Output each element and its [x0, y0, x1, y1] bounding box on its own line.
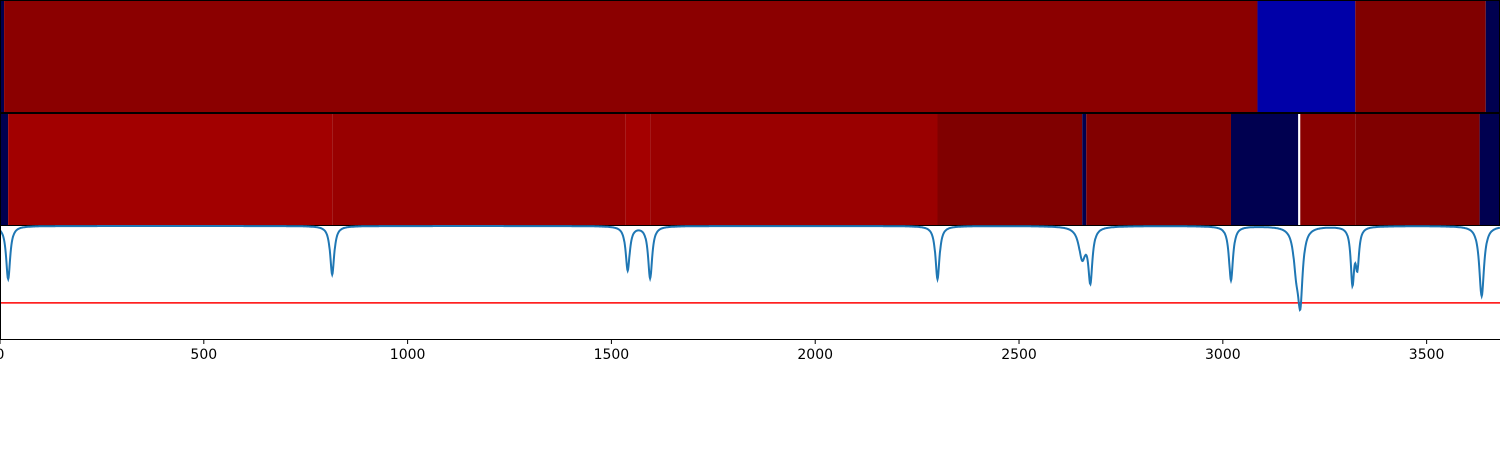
heatmap-cell-2-3: [625, 113, 651, 226]
heatmap-cell-1-0: [0, 0, 5, 113]
x-tick-label-2000: 2000: [797, 347, 833, 363]
x-tick-label-3500: 3500: [1409, 347, 1445, 363]
heatmap-cell-2-5: [937, 113, 1083, 226]
heatmap-cell-2-9: [1298, 113, 1301, 226]
x-tick-label-1000: 1000: [390, 347, 426, 363]
heatmap-cell-1-2: [1257, 0, 1356, 113]
heatmap-cell-2-6: [1082, 113, 1087, 226]
signal-line: [0, 225, 1500, 312]
heatmap-cell-2-0: [0, 113, 9, 226]
heatmap-cell-2-10: [1300, 113, 1356, 226]
heatmap-cell-2-12: [1479, 113, 1500, 226]
heatmap-cell-1-4: [1485, 0, 1500, 113]
heatmap-cell-2-4: [650, 113, 938, 226]
heatmap-cell-2-8: [1230, 113, 1299, 226]
heatmap-cell-2-7: [1086, 113, 1231, 226]
x-tick-label-2500: 2500: [1001, 347, 1037, 363]
heatmap-cell-2-1: [8, 113, 333, 226]
x-tick-label-500: 500: [190, 347, 217, 363]
heatmap-cell-1-3: [1355, 0, 1486, 113]
x-tick-label-3000: 3000: [1205, 347, 1241, 363]
heatmap-cell-2-11: [1355, 113, 1480, 226]
heatmap-cell-1-1: [4, 0, 1258, 113]
heatmap-cell-2-2: [332, 113, 626, 226]
x-tick-label-1500: 1500: [594, 347, 630, 363]
heatmap-panel-top: [0, 0, 1500, 113]
heatmap-panel-middle: [0, 113, 1500, 226]
line-panel: [0, 225, 1500, 340]
x-axis: 0 500 1000 1500 2000 2500 3000 3500: [0, 339, 1444, 363]
x-tick-label-0: 0: [0, 347, 4, 363]
